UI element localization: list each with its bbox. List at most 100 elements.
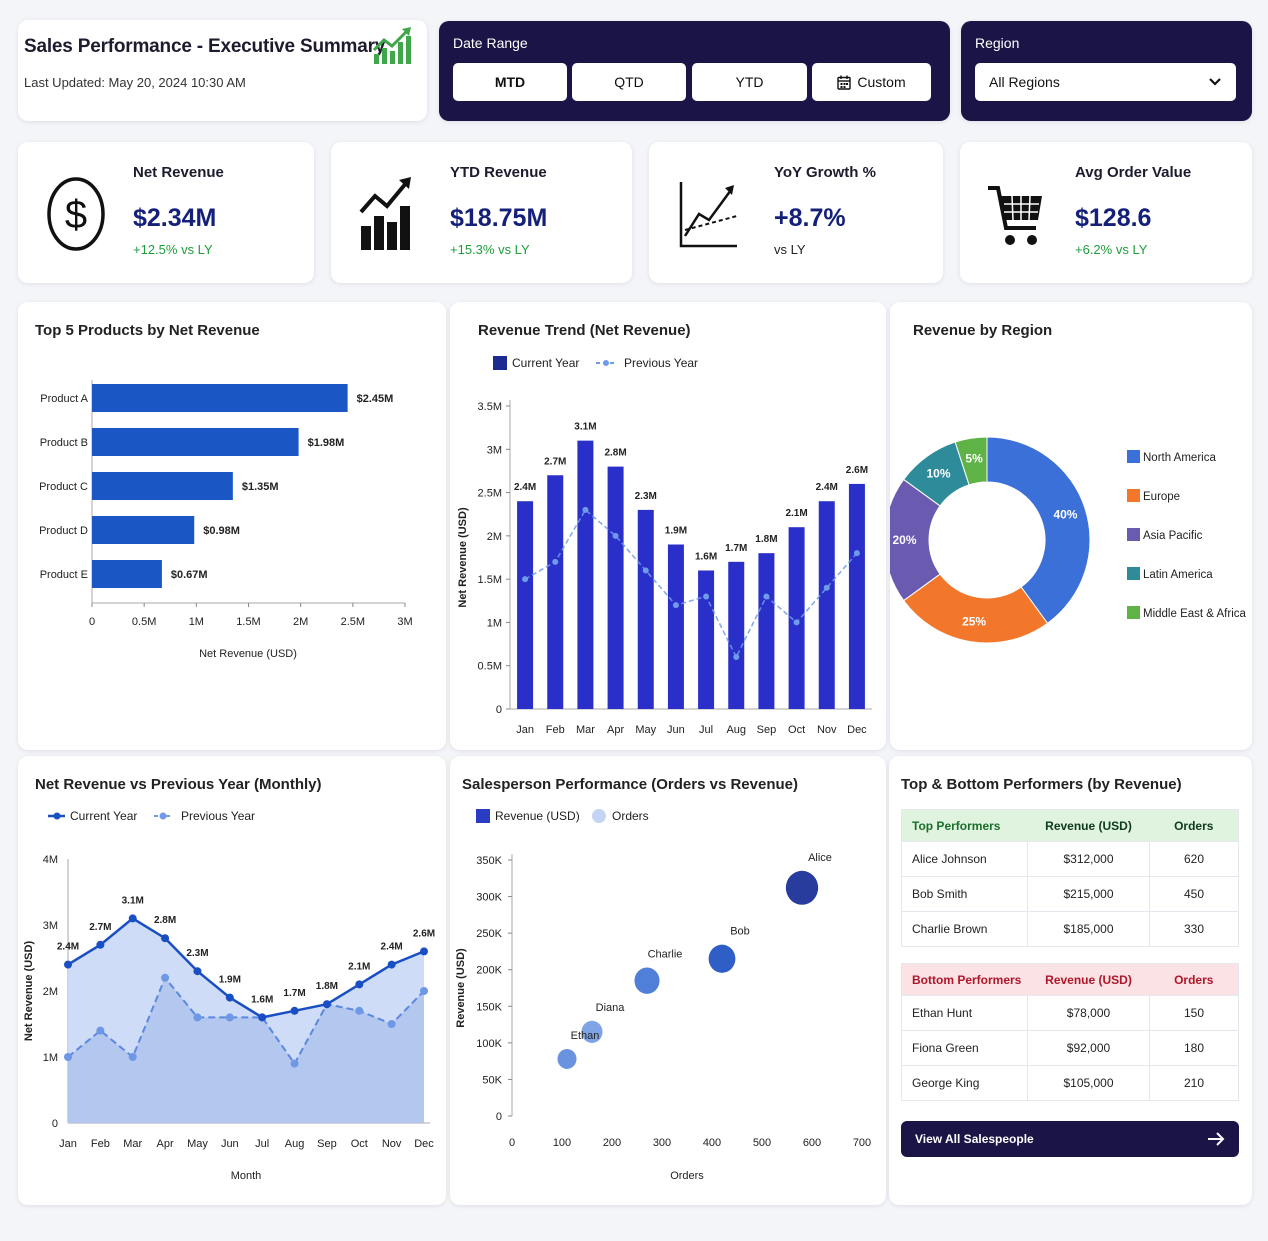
slice-label: 20% <box>892 533 916 547</box>
point-label: Ethan <box>571 1030 600 1042</box>
series-point-previous <box>733 654 740 661</box>
legend-label: Middle East & Africa <box>1143 608 1247 620</box>
table-row[interactable]: Ethan Hunt $78,000 150 <box>901 995 1239 1031</box>
legend-marker-current <box>53 812 61 820</box>
table-row[interactable]: Alice Johnson $312,000 620 <box>901 841 1239 877</box>
legend-label: Previous Year <box>624 356 698 370</box>
legend-swatch-revenue <box>476 809 490 823</box>
legend-swatch <box>1127 450 1140 463</box>
line-growth-icon <box>679 182 738 248</box>
area-previous <box>68 977 424 1123</box>
y-tick-label: 1M <box>487 617 502 629</box>
x-tick-label: 0 <box>509 1137 515 1149</box>
revenue-cell: $105,000 <box>1027 1065 1150 1101</box>
series-point-current <box>322 1000 331 1009</box>
orders-cell: 180 <box>1149 1030 1239 1066</box>
x-tick-label: Aug <box>726 724 746 736</box>
data-label: 2.8M <box>604 448 626 459</box>
region-select[interactable]: All Regions <box>975 63 1236 101</box>
kpi-change: +12.5% vs LY <box>133 242 213 257</box>
category-label: Product D <box>39 525 88 537</box>
monthly-compare-chart: Current Year Previous Year 0 1M 2M 3M 4M Net Re… <box>23 809 435 1182</box>
x-axis-title: Month <box>231 1170 262 1182</box>
column-header: Orders <box>1149 963 1239 996</box>
y-tick-label: 300K <box>476 892 502 904</box>
x-tick-label: Jul <box>255 1138 269 1150</box>
bar <box>637 509 654 709</box>
salesperson-name: Fiona Green <box>901 1030 1028 1066</box>
performers-panel: Top & Bottom Performers (by Revenue) Top… <box>889 756 1252 1205</box>
table-row[interactable]: George King $105,000 210 <box>901 1065 1239 1101</box>
series-point-current <box>128 914 137 923</box>
x-tick-label: 400 <box>703 1137 721 1149</box>
x-tick-label: Jul <box>699 724 713 736</box>
series-line-previous <box>524 508 858 659</box>
region-label: Region <box>975 35 1020 51</box>
bar <box>92 560 162 588</box>
legend-marker-previous <box>603 360 609 366</box>
series-point-current <box>193 967 202 976</box>
bar <box>728 561 745 709</box>
column-header: Revenue (USD) <box>1027 809 1150 842</box>
data-label: 2.1M <box>785 508 807 519</box>
table-row[interactable]: Bob Smith $215,000 450 <box>901 876 1239 912</box>
legend-label: Current Year <box>70 809 137 823</box>
legend-label: Previous Year <box>181 809 255 823</box>
series-point-previous <box>672 602 679 609</box>
kpi-change: vs LY <box>774 242 806 257</box>
chevron-down-icon <box>1209 78 1221 86</box>
donut-slice <box>954 436 988 486</box>
date-ytd-button[interactable]: YTD <box>692 63 807 101</box>
trending-up-chart-icon <box>372 27 411 64</box>
series-point-previous <box>642 567 649 574</box>
category-label: Product E <box>40 569 88 581</box>
y-tick-label: 3.5M <box>478 401 502 413</box>
y-tick-label: 2.5M <box>478 488 502 500</box>
top-products-chart: 0 0.5M 1M 1.5M 2M 2.5M 3M Product A $2.45M Produc… <box>39 380 413 660</box>
dollar-circle-icon: $ <box>47 177 105 251</box>
series-point-current <box>420 947 428 956</box>
data-label: 3.1M <box>574 422 596 433</box>
x-tick-label: Feb <box>546 724 565 736</box>
bar <box>547 475 564 709</box>
x-tick-label: Dec <box>847 724 867 736</box>
y-tick-label: 3M <box>43 920 58 932</box>
kpi-net-revenue: $ Net Revenue $2.34M +12.5% vs LY <box>18 142 314 283</box>
legend-swatch <box>1127 567 1140 580</box>
x-tick-label: Nov <box>382 1138 402 1150</box>
x-tick-label: 0 <box>89 616 95 628</box>
view-all-salespeople-button[interactable]: View All Salespeople <box>901 1121 1239 1157</box>
panel-title: Revenue by Region <box>913 322 1053 339</box>
legend-marker-previous <box>159 812 167 820</box>
table-row[interactable]: Charlie Brown $185,000 330 <box>901 911 1239 947</box>
orders-cell: 450 <box>1149 876 1239 912</box>
y-axis-title: Net Revenue (USD) <box>457 507 469 608</box>
date-custom-button[interactable]: Custom <box>812 63 931 101</box>
table-row[interactable]: Fiona Green $92,000 180 <box>901 1030 1239 1066</box>
page-title: Sales Performance - Executive Summary <box>24 36 386 57</box>
donut-slice <box>902 573 1049 644</box>
x-tick-label: Dec <box>414 1138 434 1150</box>
point-label: Charlie <box>648 948 683 960</box>
x-tick-label: 2.5M <box>341 616 365 628</box>
data-label: 2.3M <box>635 491 657 502</box>
category-label: Product B <box>40 437 88 449</box>
kpi-title: Avg Order Value <box>1075 164 1192 181</box>
x-tick-label: Mar <box>123 1138 142 1150</box>
date-mtd-button[interactable]: MTD <box>453 63 567 101</box>
table-header-row: Bottom Performers Revenue (USD) Orders <box>901 963 1239 996</box>
monthly-compare-panel: Net Revenue vs Previous Year (Monthly) C… <box>18 756 446 1205</box>
data-label: 1.9M <box>219 975 241 986</box>
orders-cell: 150 <box>1149 995 1239 1031</box>
bar <box>607 466 624 709</box>
date-qtd-button[interactable]: QTD <box>572 63 686 101</box>
salesperson-name: Charlie Brown <box>901 911 1028 947</box>
y-tick-label: 1.5M <box>478 574 502 586</box>
series-point-previous <box>612 532 619 539</box>
header-card: Sales Performance - Executive Summary La… <box>18 20 427 121</box>
data-label: 2.4M <box>57 942 79 953</box>
panel-title: Salesperson Performance (Orders vs Reven… <box>462 776 798 793</box>
y-tick-label: 3M <box>487 444 502 456</box>
x-tick-label: Sep <box>757 724 777 736</box>
y-tick-label: 1M <box>43 1052 58 1064</box>
